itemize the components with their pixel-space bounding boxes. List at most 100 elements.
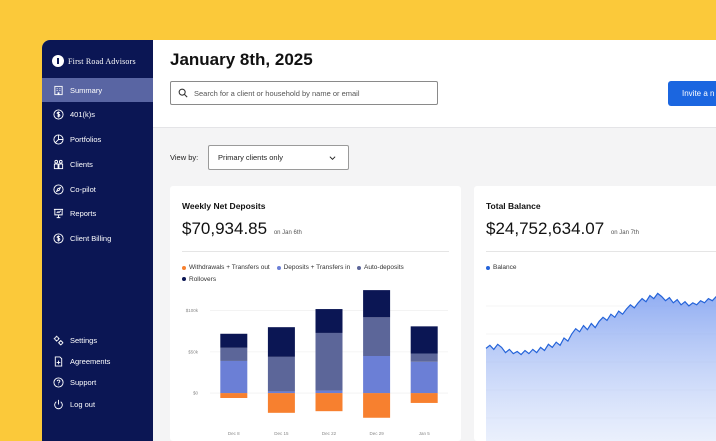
bar-segment bbox=[410, 326, 438, 354]
sidebar-nav: Summary 401(k)s Portfolios Clients bbox=[42, 78, 153, 251]
view-by-dropdown[interactable]: Primary clients only bbox=[208, 145, 349, 170]
sidebar-item-401ks[interactable]: 401(k)s bbox=[42, 103, 153, 127]
card-title: Total Balance bbox=[486, 201, 541, 211]
legend-label: Deposits + Transfers in bbox=[283, 264, 351, 271]
bar-segment bbox=[363, 356, 391, 394]
sidebar-item-agreements[interactable]: Agreements bbox=[42, 351, 153, 372]
bar-segment bbox=[267, 356, 295, 392]
bar-segment bbox=[363, 290, 391, 318]
amount-date: on Jan 6th bbox=[273, 230, 302, 236]
document-plus-icon bbox=[53, 356, 64, 367]
sidebar-item-label: Co-pilot bbox=[70, 184, 96, 194]
search-icon bbox=[178, 88, 188, 98]
sidebar-item-clients[interactable]: Clients bbox=[42, 152, 153, 176]
invite-button[interactable]: Invite a n bbox=[668, 81, 716, 106]
x-tick-label: Dec 8 bbox=[228, 431, 240, 436]
sidebar-item-label: Clients bbox=[70, 159, 93, 169]
bar-segment bbox=[315, 309, 343, 333]
presentation-icon bbox=[53, 208, 64, 219]
bar-segment bbox=[315, 390, 343, 394]
balance-amount: $24,752,634.07 on Jan 7th bbox=[486, 219, 639, 239]
bar-segment bbox=[410, 393, 438, 403]
bar-segment bbox=[267, 393, 295, 413]
dollar-circle-icon bbox=[53, 109, 64, 120]
building-icon bbox=[53, 85, 64, 96]
sidebar-item-log-out[interactable]: Log out bbox=[42, 394, 153, 415]
sidebar-item-support[interactable]: Support bbox=[42, 373, 153, 394]
sidebar-item-label: Client Billing bbox=[70, 234, 112, 244]
weekly-deposits-chart: $100k $50k $0 Dec 8 Dec 15 Dec 22 Dec 29 Jan 5 bbox=[186, 290, 448, 436]
bar-segment bbox=[363, 393, 391, 418]
weekly-amount: $70,934.85 on Jan 6th bbox=[182, 219, 302, 239]
weekly-legend: Withdrawals + Transfers out Deposits + T… bbox=[182, 262, 452, 285]
sidebar: First Road Advisors Summary 401(k)s Port… bbox=[42, 40, 153, 441]
help-circle-icon bbox=[53, 377, 64, 388]
legend-label: Balance bbox=[493, 264, 517, 271]
pie-chart-icon bbox=[53, 134, 64, 145]
legend-item-auto-deposits[interactable]: Auto-deposits bbox=[357, 262, 404, 273]
amount-date: on Jan 7th bbox=[610, 230, 639, 236]
legend-swatch bbox=[182, 265, 186, 270]
compass-icon bbox=[53, 184, 64, 195]
bar-segment bbox=[220, 333, 248, 348]
y-tick-label: $0 bbox=[193, 391, 199, 396]
sidebar-item-label: Portfolios bbox=[70, 135, 102, 145]
divider bbox=[182, 251, 449, 252]
sidebar-item-label: Log out bbox=[70, 399, 96, 409]
brand-logo[interactable]: First Road Advisors bbox=[42, 40, 153, 72]
sidebar-item-label: Settings bbox=[70, 335, 98, 345]
search-input[interactable]: Search for a client or household by name… bbox=[170, 81, 438, 105]
tree-logo-icon bbox=[52, 55, 64, 67]
sidebar-item-summary[interactable]: Summary bbox=[42, 78, 153, 102]
power-icon bbox=[53, 399, 64, 410]
sidebar-item-settings[interactable]: Settings bbox=[42, 330, 153, 351]
sidebar-item-portfolios[interactable]: Portfolios bbox=[42, 128, 153, 152]
x-tick-label: Jan 5 bbox=[419, 431, 431, 436]
y-tick-label: $100k bbox=[186, 308, 199, 313]
legend-label: Rollovers bbox=[189, 275, 217, 283]
legend-item-balance[interactable]: Balance bbox=[486, 262, 517, 273]
legend-label: Auto-deposits bbox=[364, 264, 404, 271]
gears-icon bbox=[53, 335, 64, 346]
page-header: January 8th, 2025 Search for a client or… bbox=[153, 40, 716, 128]
bar-segment bbox=[267, 391, 295, 394]
sidebar-item-reports[interactable]: Reports bbox=[42, 202, 153, 226]
bar-segment bbox=[220, 347, 248, 361]
x-tick-label: Dec 22 bbox=[322, 431, 337, 436]
legend-swatch bbox=[182, 277, 186, 281]
card-title: Weekly Net Deposits bbox=[182, 201, 266, 211]
legend-item-deposits[interactable]: Deposits + Transfers in bbox=[276, 262, 351, 273]
sidebar-item-label: Reports bbox=[70, 209, 97, 219]
legend-swatch bbox=[486, 265, 490, 270]
view-by-label: View by: bbox=[170, 153, 199, 162]
view-by-value: Primary clients only bbox=[218, 153, 284, 162]
sidebar-item-client-billing[interactable]: Client Billing bbox=[42, 227, 153, 251]
search-placeholder: Search for a client or household by name… bbox=[194, 88, 360, 98]
divider bbox=[486, 251, 716, 252]
amount-value: $24,752,634.07 bbox=[486, 219, 605, 238]
balance-line bbox=[485, 292, 716, 356]
bar-segment bbox=[220, 393, 248, 398]
balance-legend: Balance bbox=[486, 262, 716, 274]
bar-segment bbox=[315, 393, 343, 412]
chevron-down-icon bbox=[329, 156, 336, 160]
legend-swatch bbox=[357, 265, 362, 270]
x-tick-label: Dec 15 bbox=[274, 431, 289, 436]
legend-item-withdrawals[interactable]: Withdrawals + Transfers out bbox=[182, 262, 270, 273]
legend-swatch bbox=[276, 265, 281, 270]
y-tick-label: $50k bbox=[188, 349, 199, 354]
bar-segment bbox=[410, 361, 438, 394]
sidebar-bottom-nav: Settings Agreements Support Log out bbox=[42, 330, 153, 414]
legend-item-rollovers[interactable]: Rollovers bbox=[182, 274, 216, 285]
sidebar-item-copilot[interactable]: Co-pilot bbox=[42, 177, 153, 201]
sidebar-item-label: 401(k)s bbox=[70, 110, 96, 120]
bar-segment bbox=[315, 332, 343, 391]
bar-segment bbox=[410, 353, 438, 362]
total-balance-card: Total Balance $24,752,634.07 on Jan 7th … bbox=[474, 186, 716, 441]
amount-value: $70,934.85 bbox=[182, 219, 268, 238]
sidebar-item-label: Agreements bbox=[70, 357, 111, 367]
balance-area bbox=[486, 293, 716, 441]
brand-name: First Road Advisors bbox=[68, 56, 136, 66]
sidebar-item-label: Summary bbox=[70, 85, 103, 95]
legend-label: Withdrawals + Transfers out bbox=[189, 264, 270, 271]
